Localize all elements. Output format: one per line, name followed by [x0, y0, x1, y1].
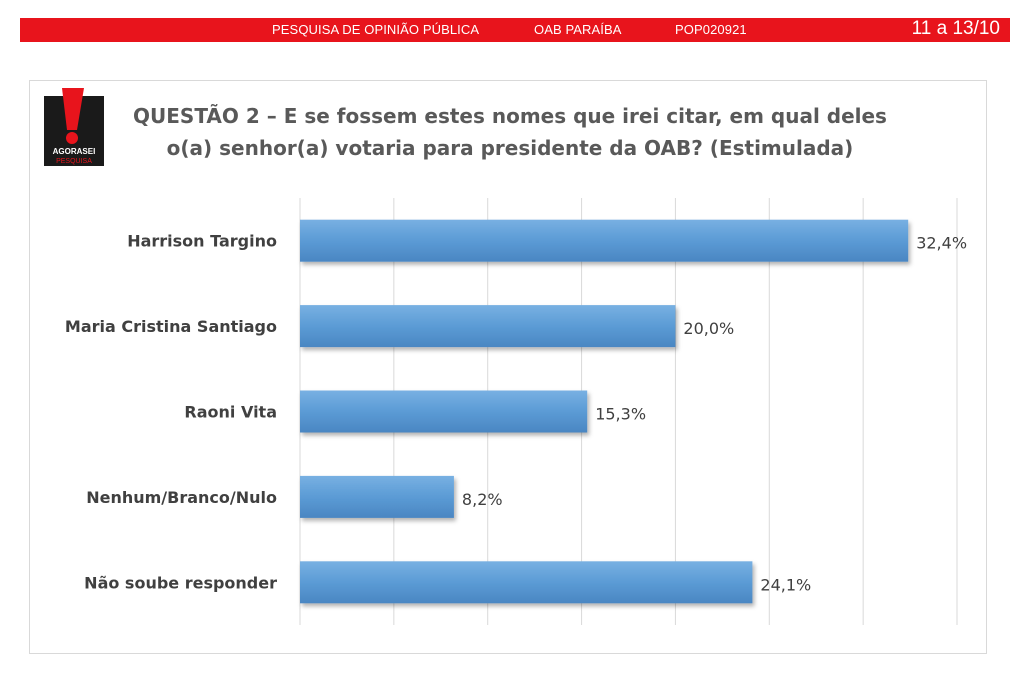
- survey-date: 11 a 13/10: [911, 18, 1000, 39]
- survey-title: PESQUISA DE OPINIÃO PÚBLICA: [272, 22, 480, 37]
- logo-text-top: AGORASEI: [53, 147, 96, 156]
- logo-exclamation-dot: [66, 132, 78, 144]
- logo-exclamation-bar: [62, 88, 84, 130]
- bar: [300, 390, 588, 433]
- category-label: Não soube responder: [84, 573, 277, 592]
- agorasei-logo: AGORASEI PESQUISA: [44, 88, 104, 166]
- data-label: 20,0%: [683, 319, 734, 338]
- data-label: 15,3%: [595, 405, 646, 424]
- logo-text-bottom: PESQUISA: [56, 158, 92, 165]
- category-label: Nenhum/Branco/Nulo: [86, 488, 277, 507]
- bar: [300, 561, 753, 604]
- bar: [300, 219, 909, 262]
- data-label: 24,1%: [760, 575, 811, 594]
- chart-panel: [29, 80, 987, 654]
- data-label: 32,4%: [916, 234, 967, 253]
- category-label: Raoni Vita: [184, 403, 277, 422]
- bar: [300, 475, 454, 518]
- chart-title-line-2: o(a) senhor(a) votaria para presidente d…: [166, 136, 854, 160]
- chart-title: QUESTÃO 2 – E se fossem estes nomes que …: [110, 100, 910, 164]
- data-label: 8,2%: [462, 490, 503, 509]
- category-label: Maria Cristina Santiago: [65, 317, 277, 336]
- header-bar: PESQUISA DE OPINIÃO PÚBLICA OAB PARAÍBA …: [20, 18, 1010, 42]
- category-label: Harrison Targino: [127, 232, 277, 251]
- chart-title-line-1: QUESTÃO 2 – E se fossem estes nomes que …: [133, 104, 887, 128]
- bar: [300, 305, 676, 348]
- survey-code: POP020921: [675, 22, 747, 37]
- survey-region: OAB PARAÍBA: [534, 22, 622, 37]
